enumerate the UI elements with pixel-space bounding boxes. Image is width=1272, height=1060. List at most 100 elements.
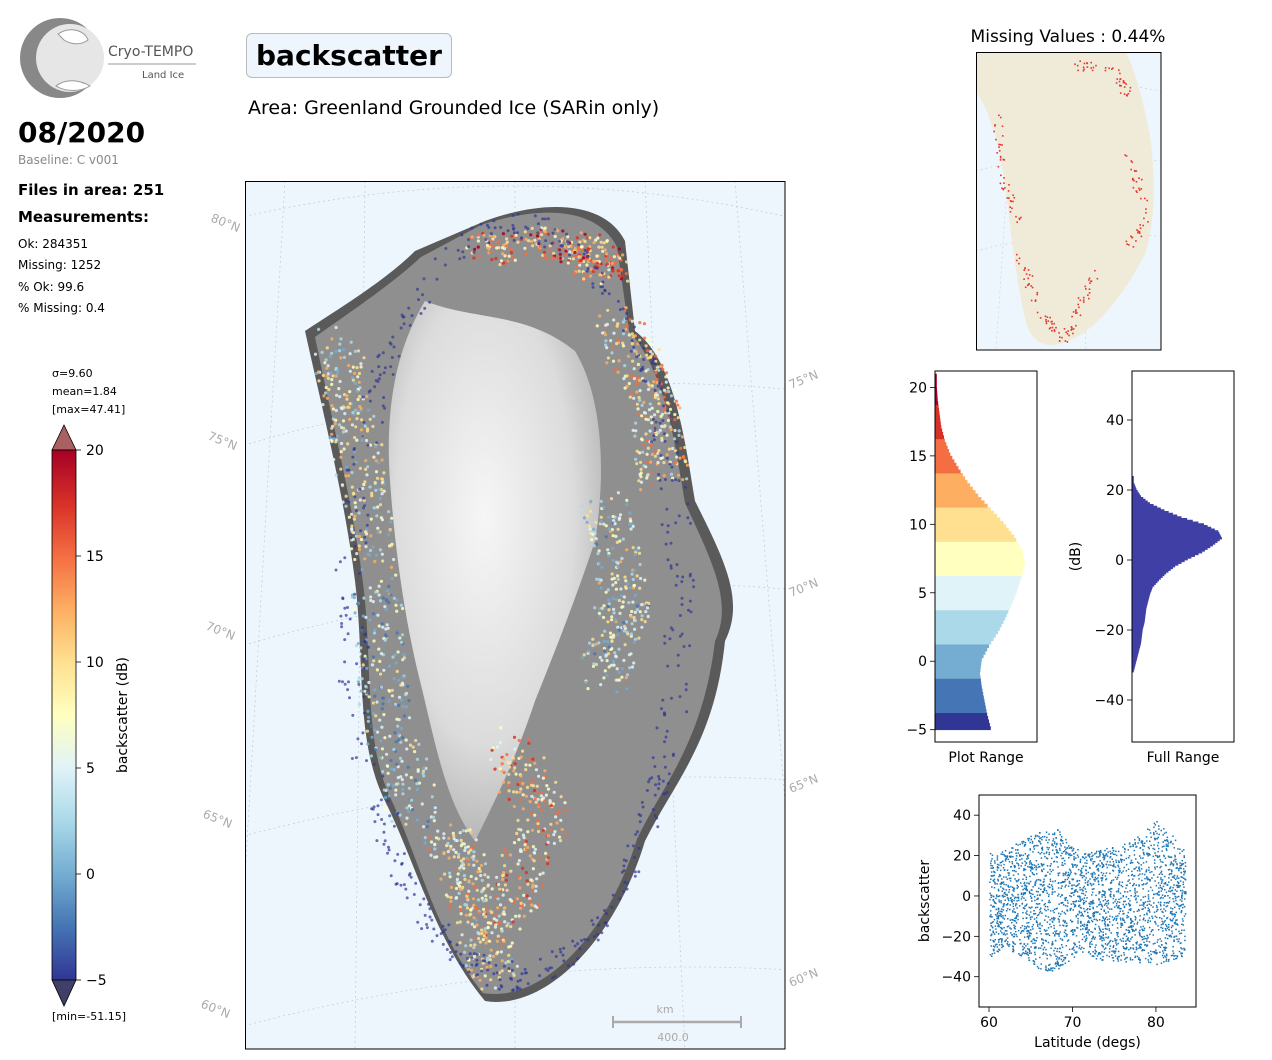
track-point (559, 950, 563, 954)
track-point (342, 355, 346, 359)
scatter-point (1031, 842, 1034, 844)
scatter-point (1123, 866, 1125, 869)
scatter-point (993, 952, 996, 954)
track-point (365, 429, 370, 433)
scatter-point (1140, 926, 1142, 928)
hist-bar (935, 668, 981, 672)
scatter-point (1091, 888, 1094, 890)
scatter-point (1053, 924, 1055, 927)
track-point (519, 828, 523, 832)
scatter-point (993, 900, 995, 903)
scatter-point (1001, 911, 1003, 913)
scatter-point (1092, 906, 1094, 909)
scatter-point (1179, 942, 1182, 945)
scatter-point (1041, 925, 1043, 927)
hist-bar (1132, 521, 1199, 524)
scatter-point (1057, 882, 1060, 884)
scatter-point (1048, 853, 1050, 856)
scatter-point (1111, 916, 1114, 918)
scatter-point (1043, 952, 1045, 954)
colorbar: σ=9.60 mean=1.84 [max=47.41] −505101520 … (51, 367, 131, 1023)
scatter-point (1045, 915, 1047, 917)
scatter-point (1086, 931, 1088, 934)
track-point (529, 909, 533, 913)
hist-bar (935, 685, 982, 690)
track-point (392, 345, 396, 349)
scatter-point (1169, 918, 1171, 921)
hist-tick: 0 (1115, 553, 1124, 569)
missing-point (1088, 288, 1091, 290)
track-point (554, 815, 558, 819)
scatter-point (997, 915, 1000, 917)
track-point (637, 412, 641, 416)
scatter-point (1046, 933, 1048, 936)
track-point (509, 248, 513, 252)
scatter-point (1182, 906, 1184, 909)
track-point (356, 680, 361, 684)
track-point (321, 403, 325, 407)
track-point (372, 805, 376, 809)
scatter-point (1139, 873, 1141, 875)
track-point (369, 534, 373, 538)
scatter-point (1162, 930, 1164, 932)
track-point (376, 530, 380, 534)
scatter-point (996, 915, 998, 917)
scatter-point (1120, 919, 1122, 921)
track-point (383, 736, 387, 740)
scatter-point (1087, 871, 1089, 874)
scatter-point (1024, 885, 1026, 887)
scatter-point (1090, 884, 1093, 887)
track-point (636, 362, 640, 367)
track-point (352, 371, 357, 375)
track-point (428, 835, 432, 839)
track-point (675, 451, 679, 455)
track-point (668, 462, 672, 466)
scatter-point (1143, 914, 1146, 916)
scatter-point (1111, 852, 1113, 854)
hist-bar (1132, 584, 1155, 587)
scatter-point (1139, 847, 1141, 849)
scatter-point (1074, 864, 1077, 866)
scatter-point (1138, 932, 1141, 935)
missing-point (1024, 267, 1026, 269)
track-point (571, 939, 575, 943)
scatter-point (1120, 926, 1122, 928)
track-point (458, 905, 462, 909)
track-point (625, 374, 629, 378)
track-point (617, 670, 621, 674)
scatter-point (1179, 864, 1181, 867)
hist-bar (1132, 533, 1221, 536)
scatter-point (1142, 905, 1145, 907)
scatter-point (1063, 959, 1065, 961)
scatter-point (1178, 905, 1180, 908)
track-point (646, 614, 650, 619)
scatter-point (1040, 857, 1043, 859)
track-point (561, 237, 565, 241)
track-point (386, 851, 389, 855)
track-point (512, 804, 516, 809)
scatter-point (1010, 932, 1012, 934)
scatter-point (1003, 903, 1006, 905)
missing-point (1094, 269, 1096, 272)
scatter-point (1001, 878, 1003, 880)
scatter-point (1016, 887, 1018, 889)
track-point (565, 232, 568, 236)
track-point (380, 420, 384, 424)
scatter-point (1175, 919, 1177, 921)
scatter-point (1165, 864, 1167, 867)
scatter-point (1176, 919, 1178, 921)
hist-bar (1132, 610, 1146, 613)
track-point (353, 611, 357, 615)
track-point (509, 925, 513, 929)
track-point (550, 257, 554, 261)
missing-map-title: Missing Values : 0.44% (970, 27, 1166, 47)
scatter-point (1048, 969, 1050, 971)
track-point (543, 229, 547, 234)
track-point (508, 853, 513, 857)
colorbar-min: [min=-51.15] (52, 1010, 126, 1023)
scatter-point (1087, 915, 1089, 917)
scatter-point (998, 949, 1001, 951)
scatter-point (1125, 935, 1128, 937)
scatter-point (1016, 914, 1018, 917)
track-point (394, 603, 398, 607)
